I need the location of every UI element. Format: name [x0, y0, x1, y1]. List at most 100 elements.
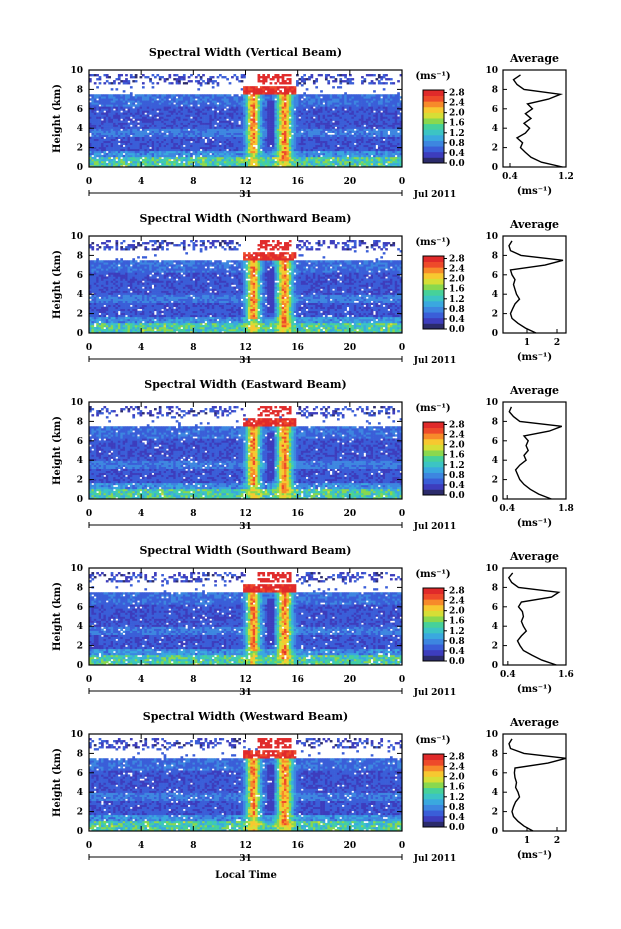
heatmap-cell	[204, 106, 208, 109]
heatmap-cell	[368, 146, 371, 150]
heatmap-cell	[149, 160, 152, 164]
colorbar-swatch	[423, 140, 444, 147]
heatmap-cell	[349, 122, 352, 125]
heatmap-cell	[197, 100, 201, 103]
heatmap-cell	[349, 74, 352, 77]
heatmap-cell	[346, 150, 350, 154]
heatmap-cell	[320, 142, 323, 146]
heatmap-cell	[134, 162, 138, 166]
heatmap-cell	[327, 108, 331, 111]
heatmap-cell	[363, 126, 367, 129]
heatmap-cell	[194, 102, 198, 105]
heatmap-cell	[349, 98, 352, 101]
heatmap-cell	[108, 124, 111, 127]
heatmap-cell	[250, 150, 254, 154]
heatmap-cell	[279, 108, 282, 111]
heatmap-cell	[113, 114, 116, 117]
heatmap-cell	[262, 96, 266, 99]
heatmap-cell	[305, 160, 309, 164]
heatmap-cell	[397, 128, 400, 131]
heatmap-cell	[170, 142, 174, 146]
heatmap-cell	[341, 108, 345, 111]
heatmap-cell	[175, 160, 179, 164]
heatmap-cell	[308, 138, 311, 142]
heatmap-cell	[185, 126, 189, 129]
heatmap-cell	[329, 156, 333, 160]
heatmap-cell	[269, 126, 273, 129]
heatmap-cell	[327, 102, 331, 105]
heatmap-cell	[279, 144, 282, 148]
heatmap-cell	[175, 118, 179, 121]
heatmap-cell	[178, 132, 181, 135]
heatmap-cell	[346, 146, 350, 150]
heatmap-cell	[240, 110, 244, 113]
heatmap-cell	[199, 124, 203, 127]
heatmap-cell	[247, 160, 251, 164]
heatmap-cell	[178, 134, 181, 137]
heatmap-cell	[144, 138, 148, 142]
heatmap-cell	[288, 162, 292, 166]
heatmap-cell	[146, 120, 150, 123]
heatmap-cell	[262, 150, 266, 154]
heatmap-cell	[91, 128, 95, 131]
heatmap-cell	[271, 134, 275, 137]
heatmap-cell	[166, 144, 169, 148]
heatmap-cell	[110, 102, 114, 105]
heatmap-cell	[231, 164, 234, 168]
heatmap-cell	[199, 144, 203, 148]
heatmap-cell	[334, 162, 338, 166]
heatmap-cell	[358, 120, 362, 123]
heatmap-cell	[105, 128, 109, 131]
heatmap-cell	[197, 88, 201, 91]
heatmap-cell	[291, 104, 294, 107]
colorbar-tick-label: 2.0	[449, 109, 465, 119]
heatmap-cell	[127, 108, 131, 111]
heatmap-cell	[125, 106, 128, 109]
heatmap-cell	[271, 128, 275, 131]
heatmap-cell	[228, 156, 232, 160]
heatmap-cell	[245, 142, 249, 146]
heatmap-cell	[262, 162, 266, 166]
heatmap-cell	[129, 140, 133, 144]
heatmap-cell	[132, 102, 136, 105]
heatmap-cell	[105, 102, 109, 105]
heatmap-cell	[221, 164, 225, 168]
heatmap-cell	[89, 310, 92, 314]
heatmap-cell	[341, 152, 345, 156]
heatmap-cell	[377, 76, 381, 79]
heatmap-cell	[264, 144, 268, 148]
heatmap-cell	[375, 158, 379, 162]
heatmap-cell	[127, 106, 131, 109]
heatmap-cell	[293, 120, 297, 123]
heatmap-cell	[315, 156, 319, 160]
heatmap-cell	[197, 152, 201, 156]
heatmap-cell	[122, 154, 126, 158]
heatmap-cell	[291, 154, 294, 158]
heatmap-cell	[127, 96, 131, 99]
heatmap-cell	[252, 98, 256, 101]
heatmap-cell	[365, 150, 369, 154]
heatmap-cell	[182, 140, 186, 144]
heatmap-cell	[269, 114, 273, 117]
heatmap-cell	[264, 164, 268, 168]
heatmap-cell	[161, 104, 164, 107]
heatmap-cell	[397, 94, 400, 97]
heatmap-cell	[252, 100, 256, 103]
heatmap-cell	[178, 108, 181, 111]
heatmap-cell	[344, 132, 347, 135]
heatmap-cell	[322, 156, 326, 160]
heatmap-cell	[168, 122, 172, 125]
heatmap-cell	[231, 118, 234, 121]
heatmap-cell	[351, 108, 355, 111]
heatmap-cell	[182, 142, 186, 146]
heatmap-cell	[199, 112, 203, 115]
heatmap-cell	[122, 138, 126, 142]
heatmap-cell	[202, 148, 205, 152]
heatmap-cell	[122, 162, 126, 166]
heatmap-cell	[349, 112, 352, 115]
heatmap-cell	[127, 116, 131, 119]
heatmap-cell	[240, 146, 244, 150]
heatmap-cell	[202, 98, 205, 101]
heatmap-cell	[192, 114, 196, 117]
heatmap-cell	[231, 124, 234, 127]
